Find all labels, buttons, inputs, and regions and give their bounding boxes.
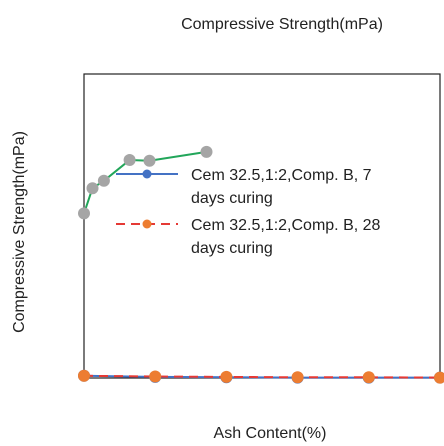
x-axis-label: Ash Content(%)	[214, 425, 327, 442]
data-point-28-days	[78, 369, 90, 382]
series-layer	[78, 145, 444, 384]
data-point-strength	[123, 154, 136, 166]
data-point-strength	[86, 182, 99, 195]
legend-label-28-days-line1: Cem 32.5,1:2,Comp. B, 28	[191, 217, 381, 234]
data-point-28-days	[149, 370, 162, 383]
legend-marker-7-days	[142, 169, 152, 179]
legend-label-7-days-line2: days curing	[191, 190, 273, 207]
data-point-28-days	[362, 371, 375, 384]
data-point-28-days	[291, 371, 304, 384]
data-point-28-days	[220, 370, 233, 383]
legend-marker-28-days	[142, 219, 152, 229]
y-axis-label: Compressive Strength(mPa)	[11, 131, 28, 333]
legend-label-7-days-line1: Cem 32.5,1:2,Comp. B, 7	[191, 167, 372, 184]
data-point-28-days	[434, 371, 444, 384]
chart-title: Compressive Strength(mPa)	[181, 16, 383, 33]
legend: Cem 32.5,1:2,Comp. B, 7 days curing Cem …	[116, 167, 381, 257]
data-point-strength	[97, 174, 110, 187]
legend-label-28-days-line2: days curing	[191, 240, 273, 257]
data-point-strength	[143, 154, 156, 167]
data-point-strength	[200, 145, 213, 158]
data-point-strength	[78, 207, 90, 220]
series-line-7-days	[83, 374, 440, 379]
